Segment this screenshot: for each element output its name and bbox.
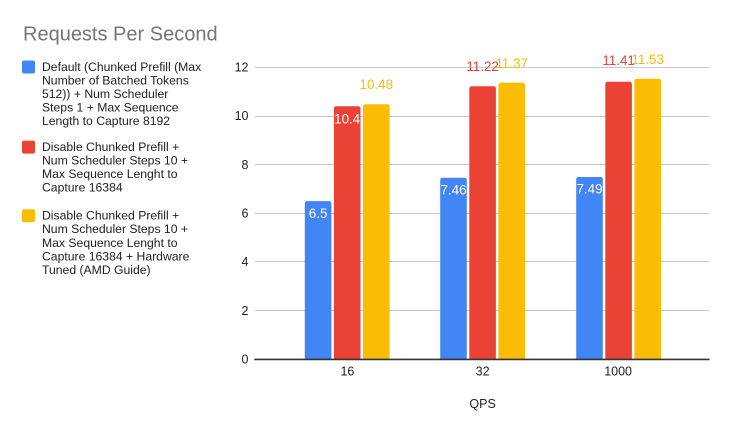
svg-text:6.5: 6.5 — [309, 206, 328, 221]
svg-text:Disable Chunked Prefill +: Disable Chunked Prefill + — [42, 140, 179, 154]
svg-text:12: 12 — [235, 61, 249, 75]
svg-text:10.48: 10.48 — [360, 77, 394, 92]
svg-text:10: 10 — [235, 109, 249, 123]
svg-text:Default (Chunked Prefill (Max: Default (Chunked Prefill (Max — [42, 60, 201, 74]
svg-text:Steps 1 + Max Sequence: Steps 1 + Max Sequence — [42, 101, 179, 115]
svg-text:8: 8 — [242, 158, 249, 172]
svg-text:11.53: 11.53 — [631, 52, 664, 67]
svg-text:Requests Per Second: Requests Per Second — [23, 23, 218, 45]
svg-text:6: 6 — [242, 207, 249, 221]
svg-text:7.49: 7.49 — [576, 182, 602, 197]
svg-text:Capture 16384: Capture 16384 — [42, 181, 123, 195]
svg-text:Num Scheduler Steps 10 +: Num Scheduler Steps 10 + — [42, 222, 188, 236]
svg-text:16: 16 — [340, 364, 354, 378]
svg-text:Tuned (AMD Guide): Tuned (AMD Guide) — [42, 263, 151, 277]
svg-text:Num Scheduler Steps 10 +: Num Scheduler Steps 10 + — [42, 154, 188, 168]
svg-text:4: 4 — [242, 255, 249, 269]
svg-text:1000: 1000 — [604, 364, 632, 378]
svg-text:32: 32 — [476, 364, 490, 378]
svg-text:11.41: 11.41 — [602, 53, 635, 68]
svg-text:QPS: QPS — [469, 397, 495, 411]
svg-text:11.37: 11.37 — [495, 56, 528, 71]
svg-text:2: 2 — [242, 304, 249, 318]
svg-text:Number of Batched Tokens: Number of Batched Tokens — [42, 73, 189, 87]
svg-text:10.4: 10.4 — [334, 111, 361, 126]
svg-text:Length to Capture 8192: Length to Capture 8192 — [42, 114, 170, 128]
svg-text:0: 0 — [242, 353, 249, 367]
svg-text:11.22: 11.22 — [466, 59, 499, 74]
svg-text:Disable Chunked Prefill +: Disable Chunked Prefill + — [42, 209, 179, 223]
svg-text:7.46: 7.46 — [440, 183, 466, 198]
svg-text:Max Sequence Lenght to: Max Sequence Lenght to — [42, 167, 178, 181]
svg-text:Capture 16384 + Hardware: Capture 16384 + Hardware — [42, 249, 190, 263]
svg-text:512)) + Num Scheduler: 512)) + Num Scheduler — [42, 87, 168, 101]
svg-text:Max Sequence Lenght to: Max Sequence Lenght to — [42, 236, 178, 250]
